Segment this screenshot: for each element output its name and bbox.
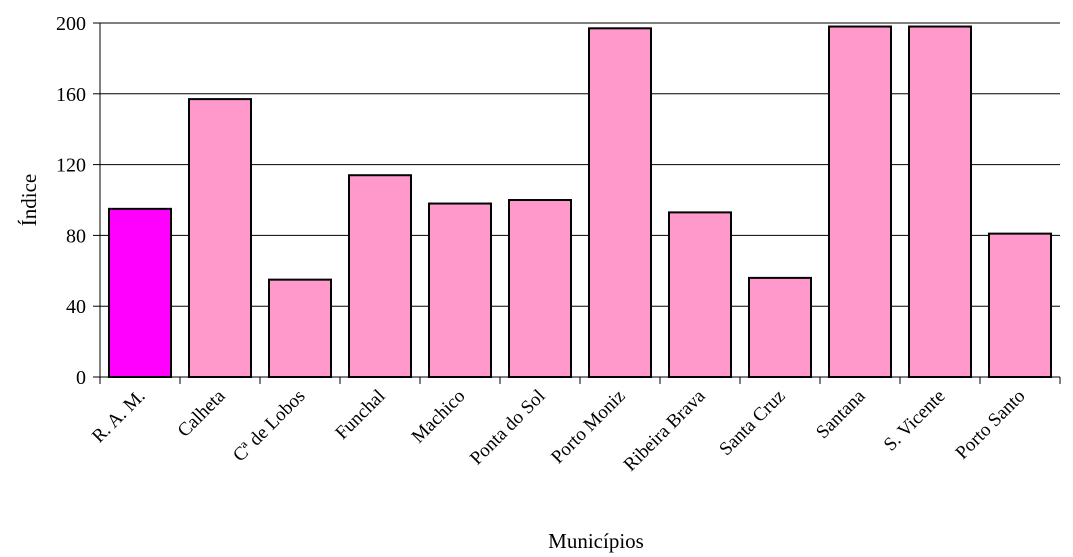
bar-santa-cruz <box>748 276 812 379</box>
x-tick-label: Funchal <box>331 386 389 444</box>
x-tick-label: Santa Cruz <box>715 386 789 460</box>
bar-s-vicente <box>908 25 972 378</box>
y-tick-label: 120 <box>56 155 86 177</box>
x-tick-label: Cª de Lobos <box>229 386 310 467</box>
y-axis-title: Índice <box>17 174 41 226</box>
x-tick-label: R. A. M. <box>88 386 150 448</box>
bar-machico <box>428 202 492 378</box>
x-tick-labels: R. A. M. Calheta Cª de Lobos Funchal Machico… <box>88 385 1030 475</box>
x-tick-label: Calheta <box>174 385 230 441</box>
x-tick-label: Santana <box>812 385 870 443</box>
x-tick-label: Machico <box>408 386 470 448</box>
y-tick-label: 0 <box>76 367 86 389</box>
x-tick-label: Ribeira Brava <box>620 385 710 475</box>
bar-calheta <box>188 98 252 379</box>
x-tick-label: Ponta do Sol <box>466 386 550 470</box>
axes <box>93 22 1061 384</box>
y-tick-labels: 0 40 80 120 160 200 <box>56 13 86 389</box>
x-axis-title: Municípios <box>548 529 644 553</box>
bar-porto-moniz <box>588 27 652 379</box>
x-tick-label: S. Vicente <box>880 386 950 456</box>
bar-santana <box>828 25 892 378</box>
x-tick-label: Porto Moniz <box>547 386 629 468</box>
gridlines <box>100 22 1060 307</box>
y-tick-label: 200 <box>56 13 86 35</box>
y-tick-label: 160 <box>56 84 86 106</box>
y-tick-label: 40 <box>66 296 86 318</box>
bar-ponta-do-sol <box>508 199 572 378</box>
bar-ribeira-brava <box>668 211 732 378</box>
bar-funchal <box>348 174 412 378</box>
bars <box>108 25 1052 379</box>
bar-c-de-lobos <box>268 278 332 378</box>
y-tick-label: 80 <box>66 225 86 247</box>
bar-r-a-m <box>108 207 172 378</box>
x-tick-label: Porto Santo <box>952 386 1030 464</box>
bar-porto-santo <box>988 232 1052 378</box>
